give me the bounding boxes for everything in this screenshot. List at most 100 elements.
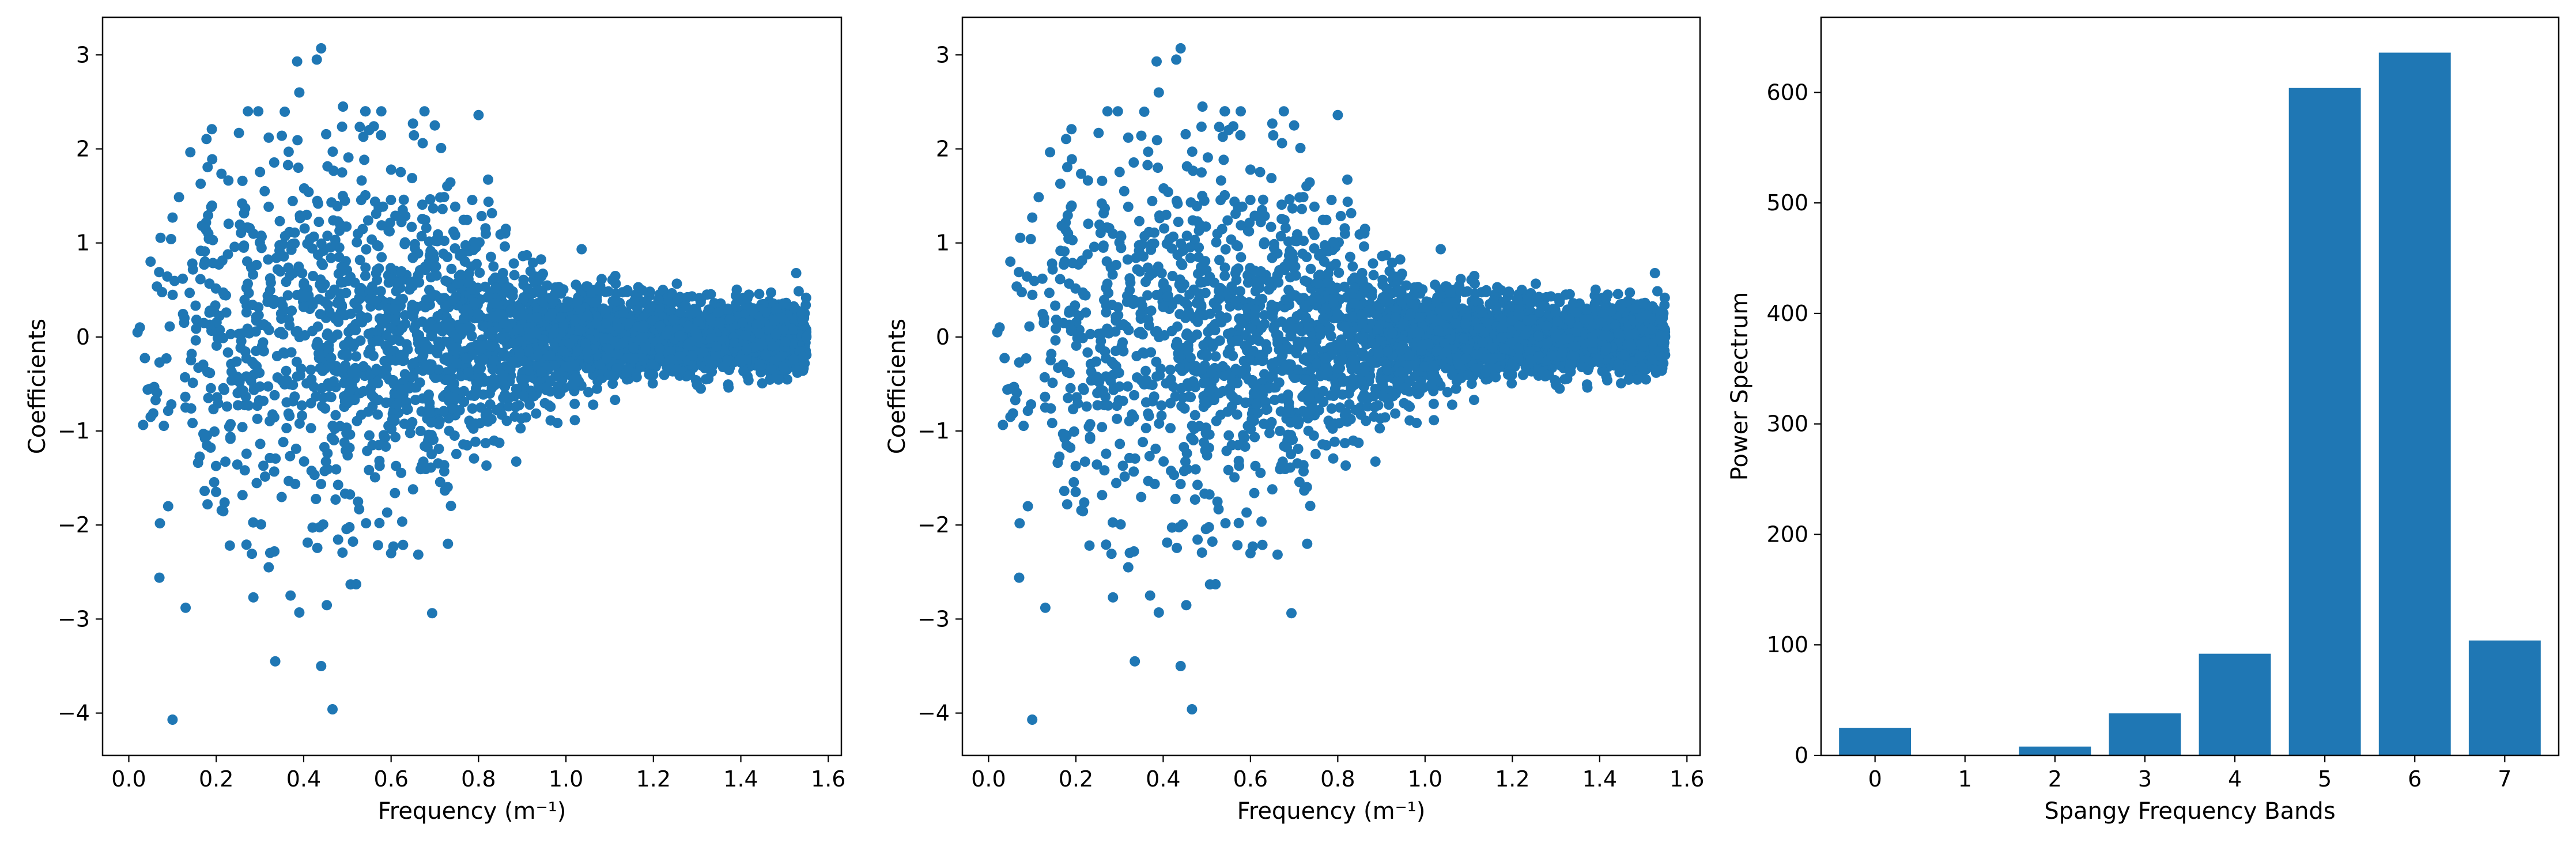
scatter-point [343, 152, 354, 163]
scatter-point [281, 277, 292, 288]
scatter-point [327, 146, 338, 157]
scatter-point [778, 362, 789, 373]
scatter-point [1278, 106, 1289, 117]
scatter-point [258, 395, 269, 406]
scatter-point [1018, 421, 1029, 432]
scatter-point [552, 418, 563, 429]
scatter-point [311, 54, 322, 65]
scatter-point [440, 275, 451, 286]
scatter-point [335, 288, 346, 299]
scatter-point [1214, 122, 1225, 133]
scatter-point [324, 391, 335, 402]
scatter-point [317, 283, 327, 294]
scatter-point [455, 269, 466, 280]
scatter-point [545, 350, 556, 361]
scatter-point [481, 228, 491, 239]
scatter-point [353, 496, 364, 507]
scatter-point [508, 258, 519, 269]
scatter-point [224, 540, 235, 551]
scatter-point [371, 296, 382, 307]
x-tick-label: 0.2 [199, 766, 233, 792]
scatter-point [248, 269, 259, 280]
scatter-point [522, 250, 532, 260]
scatter-point [407, 484, 418, 495]
scatter-point [460, 353, 471, 364]
scatter-point [337, 121, 348, 132]
scatter-point [339, 195, 350, 206]
scatter-point [398, 539, 409, 550]
scatter-point [386, 263, 396, 274]
scatter-point [459, 396, 470, 407]
y-axis-label: Coefficients [24, 319, 51, 454]
scatter-point [688, 350, 698, 361]
scatter-point [260, 471, 270, 482]
scatter-point [312, 195, 323, 206]
scatter-point [580, 338, 591, 349]
scatter-point [250, 326, 261, 337]
scatter-point [376, 130, 387, 141]
scatter-point [439, 406, 449, 417]
scatter-point [281, 365, 292, 376]
scatter-point [319, 296, 330, 307]
scatter-point [251, 259, 262, 270]
scatter-point [321, 128, 331, 139]
scatter-point [426, 330, 437, 341]
scatter-point [238, 385, 249, 396]
scatter-point [426, 608, 437, 619]
scatter-point [278, 251, 289, 262]
scatter-point [1218, 154, 1229, 165]
scatter-point [209, 477, 220, 487]
scatter-point [415, 426, 426, 436]
scatter-point [202, 499, 213, 510]
scatter-point [623, 363, 634, 373]
scatter-point [754, 358, 765, 369]
scatter-point [348, 536, 358, 547]
scatter-point [383, 277, 394, 288]
scatter-point [218, 332, 229, 343]
scatter-point [292, 326, 303, 336]
scatter-point [717, 362, 728, 373]
scatter-point [154, 572, 165, 583]
x-axis-label: Frequency (m⁻¹) [378, 798, 566, 825]
scatter-point [518, 391, 529, 402]
scatter-point [369, 472, 380, 483]
scatter-point [586, 287, 596, 298]
scatter-point [154, 267, 165, 278]
scatter-point [180, 372, 190, 383]
scatter-point [224, 421, 235, 432]
scatter-point [315, 309, 326, 320]
scatter-point [347, 368, 357, 379]
scatter-point [281, 423, 292, 433]
scatter-point [251, 478, 262, 489]
scatter-point [777, 312, 788, 323]
scatter-point [152, 281, 163, 292]
scatter-point [292, 135, 303, 146]
scatter-point [395, 349, 406, 360]
scatter-point [674, 292, 685, 302]
scatter-point [707, 366, 717, 377]
scatter-point [1101, 256, 1112, 267]
scatter-point [294, 418, 305, 429]
scatter-point [229, 241, 240, 252]
scatter-point [1223, 430, 1234, 441]
scatter-point [477, 340, 488, 351]
scatter-point [298, 301, 309, 312]
scatter-point [274, 215, 285, 226]
scatter-point [411, 382, 422, 393]
scatter-point [338, 377, 349, 388]
scatter-point [138, 419, 149, 430]
scatter-point [433, 364, 444, 375]
scatter-point [359, 154, 370, 165]
scatter-point [603, 343, 614, 354]
scatter-point [631, 372, 642, 383]
scatter-point [471, 259, 482, 269]
scatter-point [486, 341, 497, 352]
scatter-point [485, 327, 496, 338]
scatter-point [187, 264, 198, 275]
scatter-point [1531, 278, 1541, 289]
scatter-point [1220, 518, 1231, 529]
scatter-point [397, 323, 407, 334]
scatter-point [205, 442, 216, 453]
scatter-point [337, 547, 348, 558]
